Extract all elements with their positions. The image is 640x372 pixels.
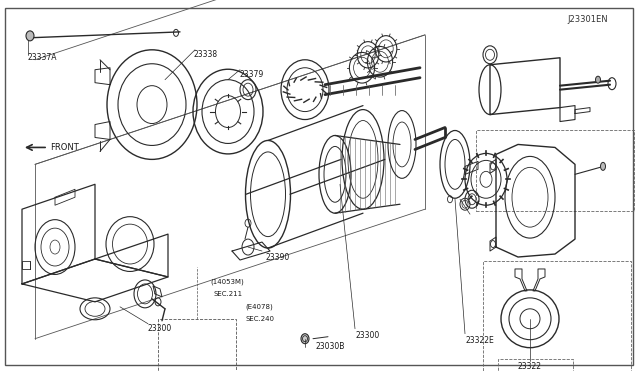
Text: 23300: 23300 (355, 331, 380, 340)
Text: 23300: 23300 (148, 324, 172, 333)
Text: (14053M): (14053M) (210, 279, 244, 285)
Text: 23390: 23390 (265, 253, 289, 262)
Text: 23379: 23379 (240, 70, 264, 79)
Text: 23322E: 23322E (465, 336, 493, 345)
Text: J23301EN: J23301EN (568, 15, 608, 25)
Ellipse shape (301, 334, 309, 344)
Ellipse shape (600, 162, 605, 170)
Bar (158, 319, 236, 371)
Text: 23322: 23322 (518, 362, 542, 371)
Text: 23030B: 23030B (316, 342, 346, 351)
Text: 23338: 23338 (193, 50, 217, 59)
Ellipse shape (595, 76, 600, 83)
Bar (476, 129, 634, 211)
Ellipse shape (26, 31, 34, 41)
Text: SEC.211: SEC.211 (213, 291, 242, 297)
Bar (498, 359, 573, 372)
Bar (483, 261, 631, 372)
Text: SEC.240: SEC.240 (245, 316, 274, 322)
Text: FRONT: FRONT (50, 143, 79, 152)
Text: 23337A: 23337A (28, 53, 58, 62)
Text: (E4078): (E4078) (245, 304, 273, 310)
